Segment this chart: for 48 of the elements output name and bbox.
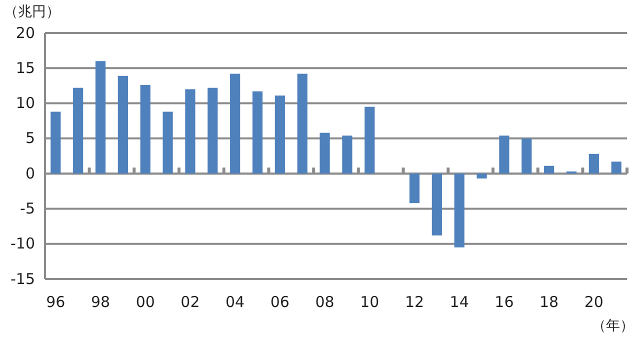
y-tick-label: 0 [25,164,35,182]
x-tick-label: 08 [315,293,334,311]
x-tick-label: 10 [360,293,380,311]
bar [364,106,375,174]
x-tick-label: 00 [136,293,155,311]
bar [208,88,218,174]
bar [566,171,577,174]
x-tick-label: 20 [584,293,604,311]
y-tick-label: -5 [20,200,35,218]
x-tick-label: 98 [90,293,110,311]
bar [544,166,554,174]
bar [454,174,464,248]
bar [118,76,128,174]
bar [342,136,352,174]
x-tick-label: 04 [226,293,245,311]
bar [230,74,240,174]
bar [140,85,150,174]
bar [73,88,84,174]
bar [499,136,510,174]
bar [162,112,173,174]
y-axis-title: （兆円） [4,4,60,20]
x-axis-title: （年） [592,318,634,334]
bar [95,61,106,174]
y-tick-label: -15 [10,270,35,288]
bar [409,174,420,204]
x-tick-label: 12 [404,293,424,311]
y-tick-label: 15 [16,58,35,77]
bar [274,96,285,174]
bar [297,74,308,174]
x-tick-label: 18 [540,293,559,311]
bar [50,112,61,174]
x-tick-label: 16 [494,293,514,311]
bar [185,89,196,174]
y-tick-label: 5 [25,129,35,148]
x-tick-label: 02 [180,293,200,311]
x-tick-label: 96 [46,293,66,311]
y-tick-label: 10 [16,94,35,112]
bar [611,162,622,174]
bar [476,174,487,178]
bar [588,154,599,174]
bar [252,91,263,174]
bar [522,138,532,174]
y-tick-label: 20 [16,24,35,42]
bar [320,132,330,174]
x-tick-label: 14 [450,293,469,311]
y-tick-label: -10 [10,234,35,253]
x-tick-label: 06 [270,293,290,311]
bar [432,174,442,236]
